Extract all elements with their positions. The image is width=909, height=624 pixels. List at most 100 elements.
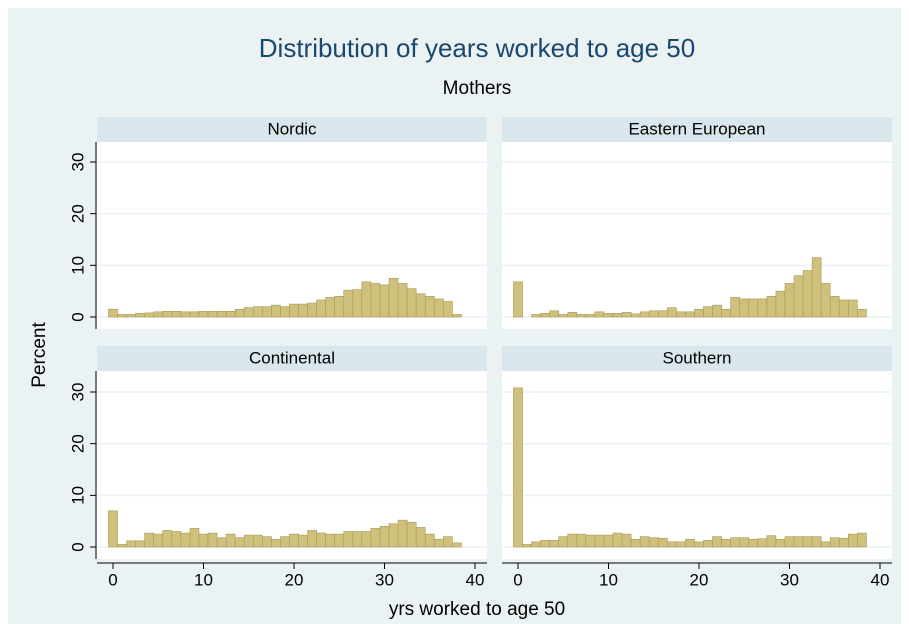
bar [585, 534, 596, 548]
bar [144, 312, 155, 318]
bar [567, 312, 578, 318]
plot-area [502, 371, 892, 559]
bar [549, 310, 560, 318]
bar [397, 283, 408, 318]
bar [639, 311, 650, 318]
y-tick-label: 20 [68, 434, 87, 453]
bar [522, 544, 532, 548]
bar [307, 302, 317, 318]
y-tick-label: 20 [68, 204, 87, 223]
bar [180, 311, 191, 318]
bar [171, 311, 182, 318]
bar [657, 310, 668, 318]
bar [784, 536, 795, 548]
bar [676, 541, 686, 548]
bar [433, 538, 444, 548]
bar [811, 257, 822, 318]
bar [766, 296, 777, 318]
bar [180, 532, 191, 548]
bar [730, 297, 741, 318]
bar [594, 311, 605, 318]
bar [234, 537, 245, 548]
bar [207, 532, 218, 548]
bar [585, 314, 596, 318]
bar [838, 537, 849, 548]
bar [289, 533, 299, 548]
bar [667, 307, 677, 318]
bar [153, 311, 164, 318]
bar [820, 541, 831, 548]
bar [739, 537, 750, 548]
bar [630, 538, 641, 548]
bar [415, 527, 426, 548]
bar [262, 306, 272, 318]
x-tick-label: 20 [285, 570, 304, 589]
bar [721, 538, 731, 548]
bar [117, 314, 127, 318]
x-tick-label: 10 [194, 570, 213, 589]
bar [370, 528, 381, 548]
bar [730, 537, 741, 548]
bar [153, 533, 164, 548]
bar [316, 299, 326, 318]
bar [352, 289, 363, 318]
bar [594, 534, 605, 548]
bar [216, 537, 227, 548]
bar [721, 308, 731, 318]
bar [630, 313, 641, 318]
bar [388, 277, 399, 318]
bar [424, 296, 435, 318]
bar [289, 303, 299, 318]
panel-title: Continental [249, 348, 335, 367]
y-tick-label: 0 [68, 542, 87, 551]
y-axis-label: Percent [29, 322, 50, 388]
bar [857, 308, 867, 318]
bar [108, 510, 118, 548]
bar [576, 314, 587, 318]
bar [271, 304, 281, 318]
bar [388, 523, 399, 548]
bar [685, 311, 695, 318]
bar [766, 535, 777, 548]
bar [694, 541, 704, 548]
bar [612, 313, 623, 318]
x-tick-label: 40 [466, 570, 485, 589]
bar [549, 539, 560, 548]
bar [639, 536, 650, 548]
bar [513, 281, 523, 318]
bar [848, 533, 858, 548]
bar [243, 307, 254, 318]
bar [198, 533, 209, 548]
bar [829, 537, 840, 548]
bar [703, 306, 713, 318]
bar [126, 540, 136, 548]
bar [443, 536, 453, 548]
bar [225, 311, 236, 318]
bar [757, 298, 768, 318]
bar [379, 284, 390, 318]
bar [234, 308, 245, 318]
bar [135, 540, 145, 548]
bar [694, 308, 704, 318]
bar [316, 532, 326, 548]
bar [558, 314, 569, 318]
bar [793, 536, 804, 548]
bar [406, 288, 417, 318]
bar [775, 538, 786, 548]
x-tick-label: 40 [871, 570, 890, 589]
bar [829, 296, 840, 318]
chart-title: Distribution of years worked to age 50 [259, 33, 695, 63]
bar [603, 534, 614, 548]
bar [343, 289, 354, 318]
chart-subtitle: Mothers [443, 78, 512, 99]
bar [207, 311, 218, 318]
bar [280, 306, 290, 318]
bar [361, 281, 372, 318]
panel-title: Eastern European [628, 119, 765, 138]
y-tick-label: 10 [68, 256, 87, 275]
panel-header [97, 346, 487, 371]
bar [189, 311, 200, 318]
bar [243, 534, 254, 548]
bar [443, 301, 453, 318]
